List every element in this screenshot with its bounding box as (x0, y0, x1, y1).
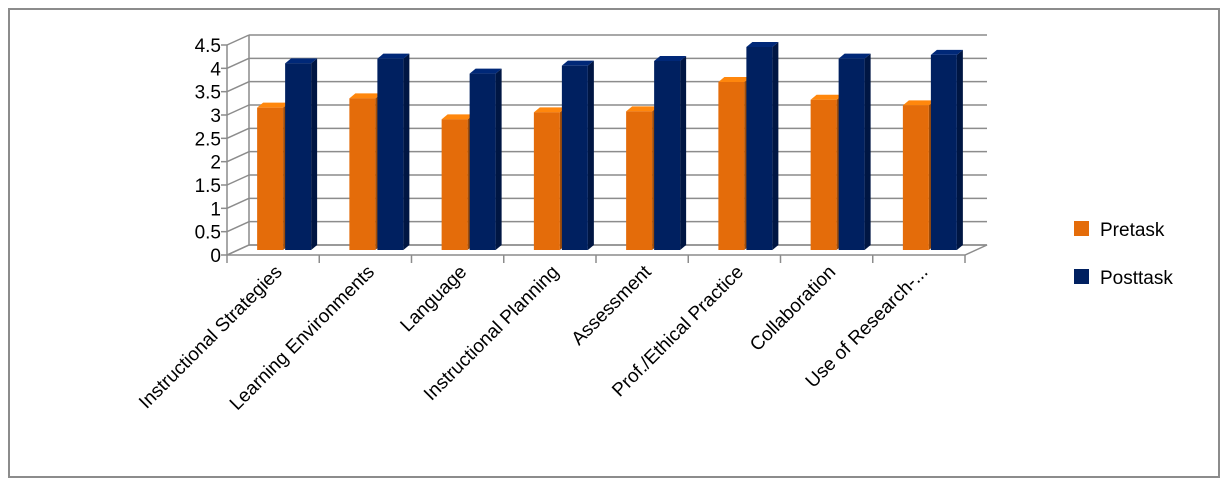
bar-top (746, 42, 779, 47)
y-tick-label: 0 (210, 246, 221, 267)
floor (226, 244, 988, 256)
bar-top (349, 93, 382, 99)
legend-label: Posttask (1100, 268, 1173, 289)
bar (533, 107, 566, 250)
bar-top (810, 94, 843, 100)
bar (902, 100, 935, 250)
gridline-side (226, 197, 250, 210)
legend-label: Pretask (1100, 220, 1165, 241)
bar-side (495, 68, 502, 250)
gridline-side (226, 127, 250, 140)
bar-top (902, 100, 935, 106)
x-tick-label: Assessment (568, 261, 657, 350)
y-tick-label: 2.5 (195, 129, 221, 150)
bar (257, 102, 290, 251)
bar-top (654, 56, 687, 61)
bar (654, 56, 687, 250)
bar (718, 77, 751, 250)
bar-front (533, 112, 560, 250)
bar-top (626, 106, 659, 112)
x-tick-label: Collaboration (746, 262, 840, 356)
bar (377, 53, 410, 250)
bar-side (311, 58, 318, 251)
bar-front (561, 65, 588, 251)
gridline-side (226, 80, 250, 93)
bar-side (956, 49, 963, 250)
bar-front (377, 58, 404, 250)
bar-front (257, 107, 284, 251)
bar-front (746, 47, 773, 250)
bar-top (533, 107, 566, 113)
bar-front (838, 58, 865, 250)
y-tick-label: 3 (210, 106, 221, 127)
y-tick-label: 1.5 (195, 176, 221, 197)
y-tick-label: 1 (210, 199, 221, 220)
y-tick-label: 2 (210, 153, 221, 174)
y-tick-label: 4.5 (195, 36, 221, 57)
gridline-side (226, 150, 250, 163)
legend-swatch (1074, 221, 1089, 236)
bar-front (810, 99, 837, 250)
bar-top (718, 77, 751, 82)
x-axis (226, 255, 966, 263)
gridline-side (226, 104, 250, 116)
bar-front (930, 54, 957, 250)
bar-front (349, 98, 376, 250)
bar-front (902, 105, 929, 250)
bars (257, 42, 963, 251)
gridline-side (226, 244, 250, 256)
bar-top (838, 53, 871, 59)
gridline-side (226, 220, 250, 233)
bar-top (561, 60, 594, 66)
y-tick-label: 4 (210, 59, 221, 80)
bar (838, 53, 871, 250)
legend-item: Pretask (1074, 220, 1165, 241)
bar (469, 68, 502, 250)
bar-front (654, 61, 681, 250)
legend: Pretask Posttask (1074, 220, 1173, 289)
legend-item: Posttask (1074, 268, 1173, 289)
bar-front (441, 119, 468, 250)
y-axis-tick-labels: 00.5 11.52 2.533.5 44.5 (195, 36, 222, 267)
bar (626, 106, 659, 251)
y-tick-label: 0.5 (195, 223, 221, 244)
legend-swatch (1074, 269, 1089, 284)
gridline-side (226, 57, 250, 70)
bar-top (285, 58, 318, 64)
bar (441, 114, 474, 250)
bar (285, 58, 318, 251)
bar (561, 60, 594, 251)
bar-front (469, 73, 496, 250)
bar-side (864, 53, 871, 250)
bar-top (469, 68, 502, 74)
bar-top (930, 49, 963, 55)
gridline-side (226, 34, 250, 46)
bar-side (772, 42, 779, 250)
bar-side (680, 56, 687, 250)
bar-front (626, 111, 653, 251)
bar-front (718, 82, 745, 250)
bar-side (587, 60, 594, 250)
bar-top (257, 102, 290, 108)
bar-top (377, 53, 410, 59)
bar (930, 49, 963, 250)
bar (349, 93, 382, 250)
bar-front (285, 63, 312, 251)
bar-top (441, 114, 474, 120)
bar-side (403, 53, 410, 250)
bar (810, 94, 843, 250)
x-tick-label: Language (397, 262, 472, 337)
gridline-side (226, 174, 250, 186)
y-tick-label: 3.5 (195, 83, 221, 104)
bar (746, 42, 779, 250)
